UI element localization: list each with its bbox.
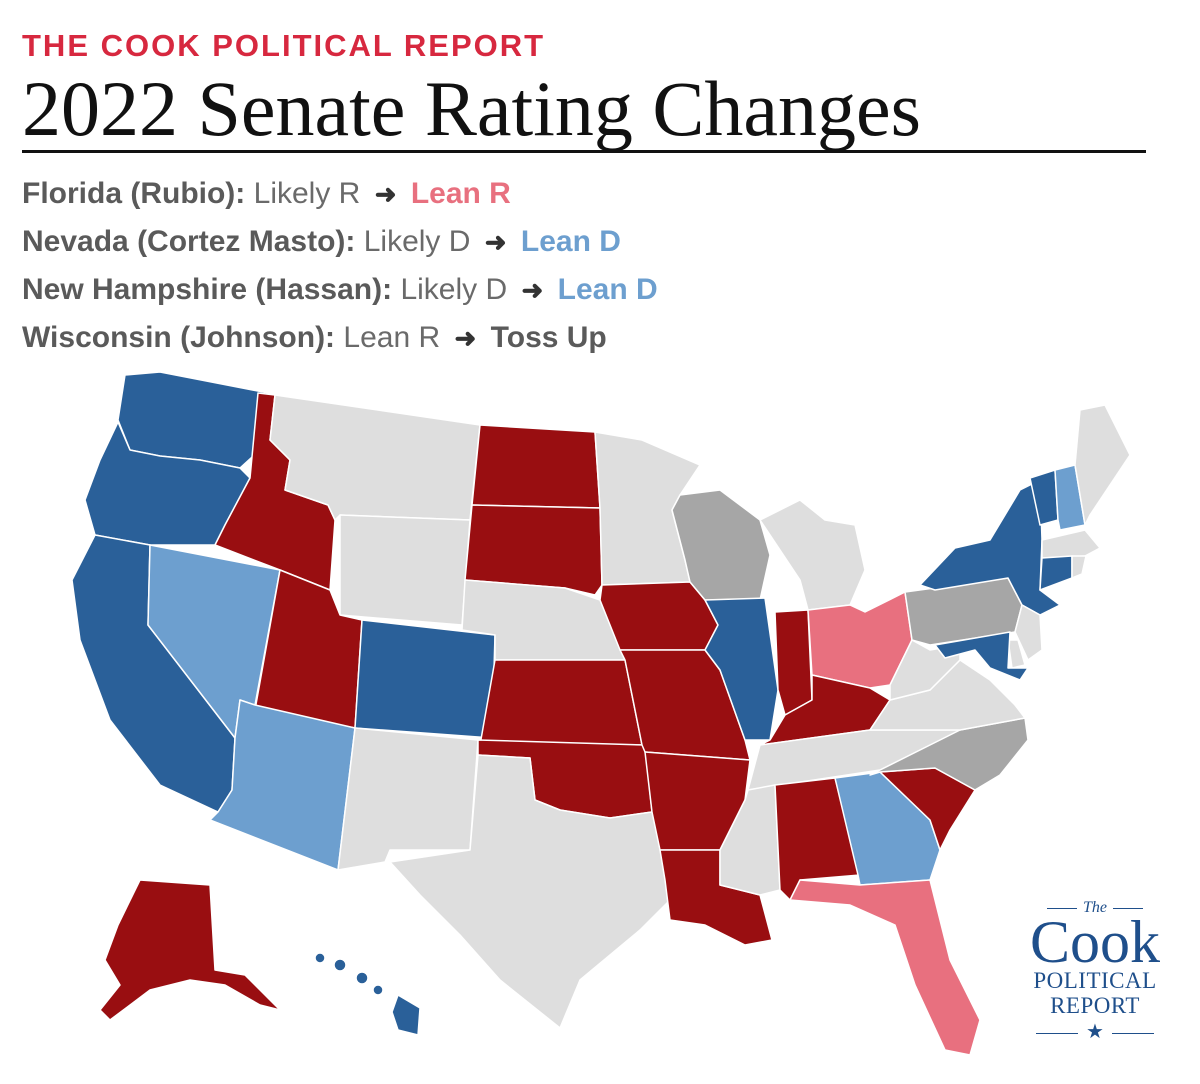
- state-mi: [759, 499, 866, 611]
- state-label: Nevada (Cortez Masto):: [22, 225, 356, 258]
- state-ri: [1071, 555, 1087, 579]
- state-label: Florida (Rubio):: [22, 177, 246, 210]
- rating-change-row: Wisconsin (Johnson): Lean R ➜ Toss Up: [22, 314, 658, 362]
- state-label: Wisconsin (Johnson):: [22, 321, 336, 354]
- state-ks: [479, 659, 643, 746]
- rating-change-row: Nevada (Cortez Masto): Likely D ➜ Lean D: [22, 218, 658, 266]
- state-wy: [339, 514, 471, 626]
- rating-change-row: New Hampshire (Hassan): Likely D ➜ Lean …: [22, 266, 658, 314]
- previous-rating: Lean R: [343, 321, 441, 354]
- title-underline: [22, 150, 1146, 153]
- state-ct: [1039, 555, 1073, 591]
- cook-political-report-logo: The Cook POLITICAL REPORT ★: [1010, 900, 1180, 1046]
- right-arrow-icon: ➜: [454, 323, 477, 353]
- rating-changes-list: Florida (Rubio): Likely R ➜ Lean R Nevad…: [22, 170, 658, 362]
- state-ak: [99, 879, 281, 1021]
- logo-cook: Cook: [1029, 909, 1161, 975]
- right-arrow-icon: ➜: [374, 179, 397, 209]
- state-tx: [389, 754, 671, 1029]
- new-rating: Lean R: [410, 177, 511, 210]
- state-in: [774, 609, 813, 716]
- state-co: [354, 619, 496, 739]
- right-arrow-icon: ➜: [484, 227, 507, 257]
- previous-rating: Likely D: [400, 273, 508, 306]
- logo-report: REPORT: [1050, 993, 1140, 1018]
- new-rating: Lean D: [520, 225, 621, 258]
- new-rating: Toss Up: [490, 321, 607, 354]
- state-nj: [1014, 604, 1043, 661]
- rating-change-row: Florida (Rubio): Likely R ➜ Lean R: [22, 170, 658, 218]
- logo-political: POLITICAL: [1033, 968, 1157, 993]
- state-me: [1074, 404, 1131, 526]
- state-md: [934, 631, 1029, 681]
- state-hi: [314, 952, 421, 1036]
- publisher-kicker: THE COOK POLITICAL REPORT: [22, 28, 546, 63]
- star-icon: ★: [1010, 1018, 1180, 1046]
- state-label: New Hampshire (Hassan):: [22, 273, 393, 306]
- previous-rating: Likely D: [363, 225, 471, 258]
- right-arrow-icon: ➜: [521, 275, 544, 305]
- state-fl: [789, 879, 981, 1056]
- state-nd: [471, 424, 601, 509]
- state-il: [704, 597, 779, 741]
- previous-rating: Likely R: [253, 177, 361, 210]
- state-nm: [337, 727, 479, 871]
- state-ma: [1041, 529, 1101, 559]
- new-rating: Lean D: [557, 273, 658, 306]
- logo-the: The: [1010, 900, 1180, 916]
- page-title: 2022 Senate Rating Changes: [22, 65, 922, 152]
- state-de: [1007, 639, 1026, 669]
